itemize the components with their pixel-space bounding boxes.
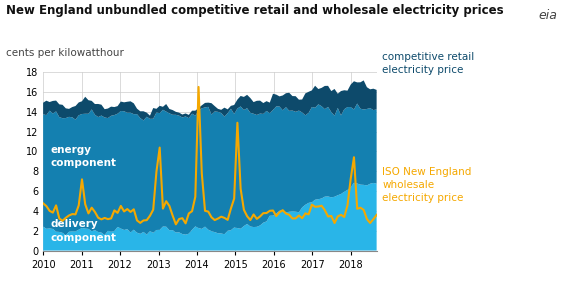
Text: New England unbundled competitive retail and wholesale electricity prices: New England unbundled competitive retail… <box>6 4 503 17</box>
Text: competitive retail
electricity price: competitive retail electricity price <box>382 52 474 75</box>
Text: delivery
component: delivery component <box>51 219 117 242</box>
Text: ISO New England
wholesale
electricity price: ISO New England wholesale electricity pr… <box>382 167 471 203</box>
Text: energy
component: energy component <box>51 145 117 168</box>
Text: eia: eia <box>539 9 558 22</box>
Text: cents per kilowatthour: cents per kilowatthour <box>6 48 124 58</box>
